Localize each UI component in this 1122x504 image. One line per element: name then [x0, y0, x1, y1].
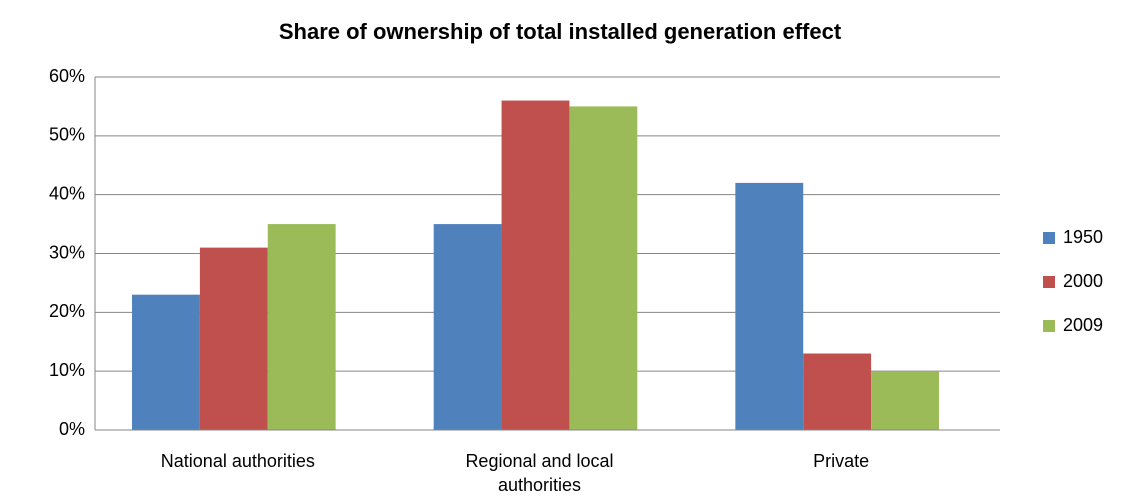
y-tick-label: 20% [49, 301, 85, 321]
bar [132, 294, 200, 430]
x-tick-label: Regional and local authorities [465, 451, 613, 495]
legend-swatch [1043, 320, 1055, 332]
bar [199, 247, 268, 430]
x-tick-label: Private [813, 451, 869, 471]
chart-title: Share of ownership of total installed ge… [279, 19, 842, 44]
bar [803, 353, 872, 430]
legend-label: 2000 [1063, 271, 1103, 291]
bar [735, 182, 804, 430]
y-tick-label: 50% [49, 125, 85, 145]
bar [501, 100, 570, 431]
legend-label: 1950 [1063, 227, 1103, 247]
y-tick-label: 30% [49, 242, 85, 262]
y-tick-label: 10% [49, 360, 85, 380]
bar [433, 224, 502, 430]
y-tick-label: 40% [49, 183, 85, 203]
x-tick-label: National authorities [161, 451, 315, 471]
bar [267, 224, 336, 430]
y-tick-label: 60% [49, 66, 85, 86]
legend-swatch [1043, 276, 1055, 288]
bar [871, 371, 939, 430]
bar [569, 106, 638, 431]
legend-label: 2009 [1063, 315, 1103, 335]
legend-swatch [1043, 232, 1055, 244]
y-tick-label: 0% [59, 419, 85, 439]
